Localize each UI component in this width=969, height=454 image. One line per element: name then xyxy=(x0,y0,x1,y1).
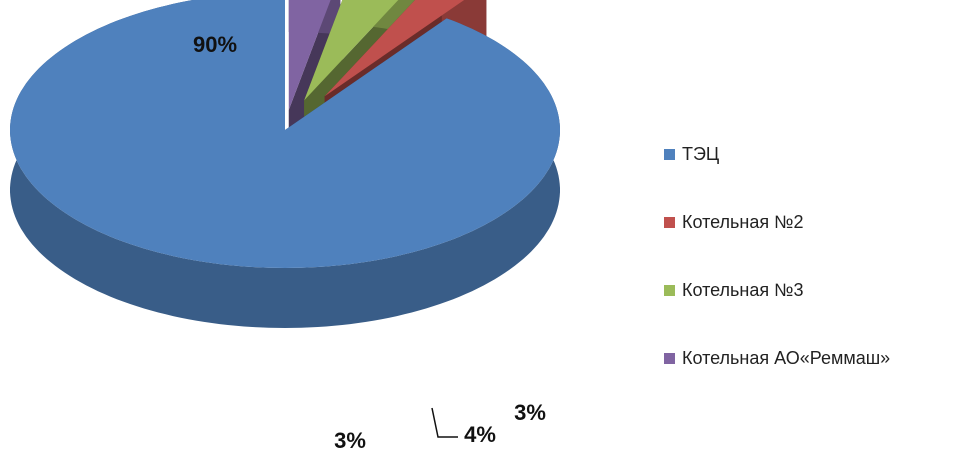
legend-item-tec: ТЭЦ xyxy=(664,142,964,166)
data-label-3: 3% xyxy=(334,428,366,453)
slice-top-2 xyxy=(304,0,399,101)
legend-label: Котельная №2 xyxy=(682,211,804,232)
legend-item-boiler-3: Котельная №3 xyxy=(664,278,964,302)
legend-label: Котельная №3 xyxy=(682,279,804,300)
slice-top-3 xyxy=(288,0,331,111)
leader-line xyxy=(431,407,458,438)
legend-swatch xyxy=(664,352,675,364)
legend-swatch xyxy=(664,148,675,160)
data-label-2: 4% xyxy=(464,422,496,447)
legend-item-boiler-2: Котельная №2 xyxy=(664,210,964,234)
legend-swatch xyxy=(664,284,675,296)
legend-swatch xyxy=(664,216,675,228)
legend: ТЭЦ Котельная №2 Котельная №3 Котельная … xyxy=(664,142,964,370)
legend-label: Котельная АО«Реммаш» xyxy=(682,347,891,368)
slice-top-0 xyxy=(10,0,560,268)
pie-chart: 90% 3% 4% 3% xyxy=(10,0,560,453)
legend-label: ТЭЦ xyxy=(682,143,720,164)
data-label-1: 3% xyxy=(514,400,546,425)
legend-item-boiler-remmash: Котельная АО«Реммаш» xyxy=(664,346,964,370)
data-labels: 90% 3% 4% 3% xyxy=(193,32,546,453)
pie-tops xyxy=(10,0,560,268)
data-label-0: 90% xyxy=(193,32,237,57)
slice-top-1 xyxy=(324,0,465,97)
